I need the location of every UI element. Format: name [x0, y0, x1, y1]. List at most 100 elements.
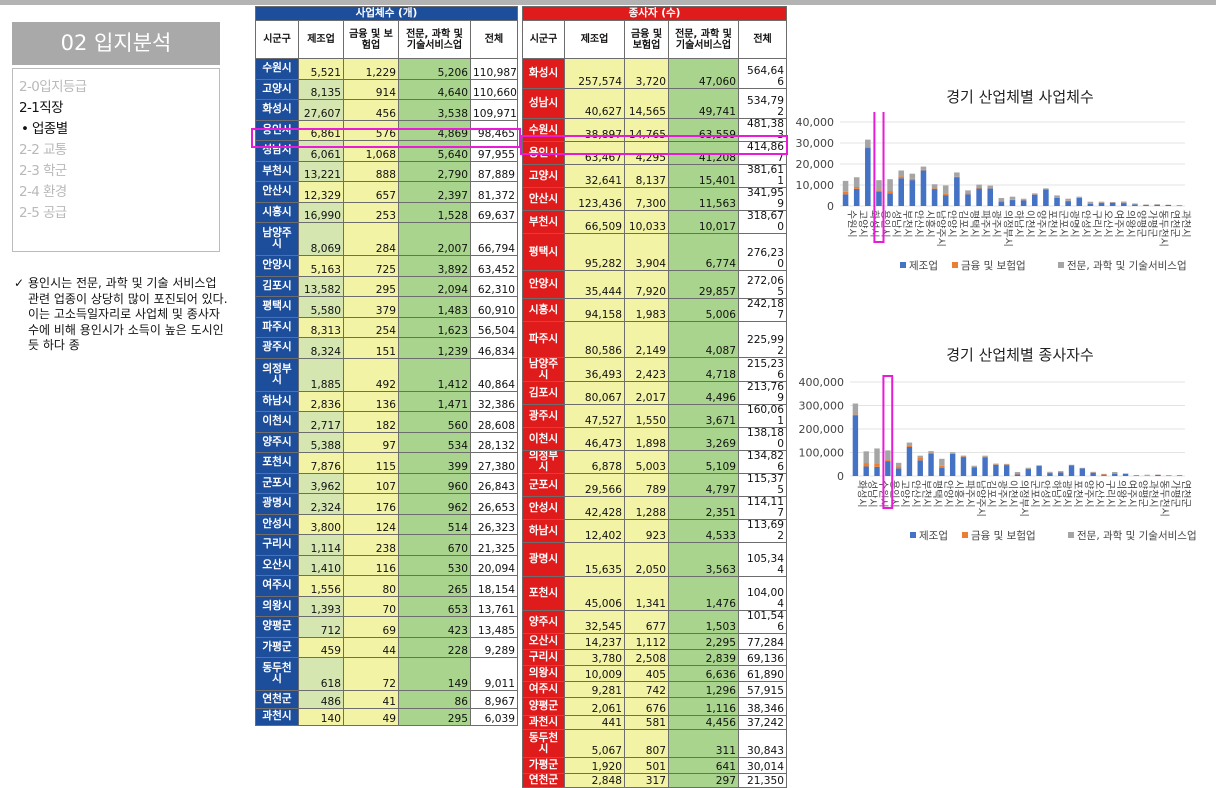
value-cell: 12,402: [565, 520, 625, 543]
bar-0: [876, 192, 882, 206]
bar-1: [928, 453, 933, 454]
bar-0: [1080, 468, 1085, 476]
menu-item-supply[interactable]: 2-5 공급: [19, 203, 219, 224]
bar-0: [950, 454, 955, 476]
bar-2: [1099, 202, 1105, 203]
table1-header: 시군구: [256, 21, 299, 59]
value-cell: 5,388: [299, 432, 344, 453]
bar-0: [1004, 465, 1009, 476]
x-tick-label: 부천시: [920, 480, 932, 508]
region-cell: 군포시: [523, 474, 565, 497]
bar-0: [1015, 474, 1020, 476]
value-cell: 40,627: [565, 89, 625, 119]
bar-0: [1090, 473, 1095, 476]
region-cell: 의왕시: [523, 666, 565, 682]
bar-0: [1166, 205, 1172, 206]
bar-2: [1088, 202, 1094, 203]
legend-label: 금융 및 보험업: [971, 529, 1036, 542]
region-cell: 고양시: [523, 165, 565, 188]
bar-0: [1154, 205, 1160, 206]
value-cell: 14,765: [625, 119, 669, 142]
value-cell: 11,563: [669, 188, 739, 211]
bar-1: [972, 467, 977, 468]
value-cell: 2,717: [299, 412, 344, 433]
bar-2: [1054, 195, 1060, 197]
value-cell: 3,671: [669, 405, 739, 428]
bar-2: [854, 177, 860, 187]
bar-1: [887, 191, 893, 193]
x-tick-label: 용인시: [879, 210, 891, 238]
bar-1: [910, 179, 916, 180]
bar-0: [993, 465, 998, 476]
table2-header: 금융 및 보험업: [625, 21, 669, 59]
bar-0: [1177, 475, 1182, 476]
legend-swatch: [1068, 532, 1074, 538]
value-cell: 47,060: [669, 59, 739, 89]
value-cell: 10,009: [565, 666, 625, 682]
value-cell: 80,586: [565, 322, 625, 358]
region-cell: 김포시: [256, 276, 299, 297]
value-cell: 5,580: [299, 297, 344, 318]
x-tick-label: 김포시: [985, 480, 997, 508]
value-cell: 26,323: [471, 514, 518, 535]
bar-2: [954, 172, 960, 176]
menu-item-industry[interactable]: • 업종별: [19, 119, 219, 140]
region-cell: 수원시: [256, 59, 299, 80]
bar-0: [943, 195, 949, 206]
menu-item-grade[interactable]: 2-0입지등급: [19, 77, 219, 98]
bar-1: [999, 201, 1005, 202]
value-cell: 4,640: [399, 79, 471, 100]
bar-1: [1101, 475, 1106, 476]
value-cell: 107: [344, 473, 399, 494]
menu-item-traffic[interactable]: 2-2 교통: [19, 140, 219, 161]
menu-item-environment[interactable]: 2-4 환경: [19, 182, 219, 203]
bar-1: [854, 187, 860, 189]
region-cell: 양평군: [523, 698, 565, 716]
bar-0: [928, 454, 933, 476]
menu-item-school[interactable]: 2-3 학군: [19, 161, 219, 182]
value-cell: 253: [344, 202, 399, 223]
value-cell: 1,112: [625, 634, 669, 650]
legend-label: 제조업: [909, 259, 938, 272]
table2-header: 전체: [739, 21, 787, 59]
value-cell: 77,284: [739, 634, 787, 650]
bar-2: [876, 180, 882, 190]
bar-2: [918, 456, 923, 458]
region-cell: 안산시: [256, 182, 299, 203]
value-cell: 618: [299, 658, 344, 691]
value-cell: 5,206: [399, 59, 471, 80]
menu-item-job[interactable]: 2-1직장: [19, 98, 219, 119]
region-cell: 부천시: [523, 211, 565, 234]
x-tick-label: 고양시: [857, 210, 869, 238]
value-cell: 80,067: [565, 382, 625, 405]
bar-1: [965, 193, 971, 194]
legend-label: 제조업: [919, 529, 948, 542]
y-tick-label: 200,000: [799, 423, 845, 436]
region-cell: 파주시: [523, 322, 565, 358]
value-cell: 1,288: [625, 497, 669, 520]
value-cell: 56,504: [471, 317, 518, 338]
x-tick-label: 용인시: [888, 480, 900, 508]
value-cell: 18,154: [471, 576, 518, 597]
bar-0: [918, 460, 923, 476]
bar-2: [1043, 188, 1049, 189]
value-cell: 32,386: [471, 391, 518, 412]
bar-0: [896, 468, 901, 476]
region-cell: 광주시: [256, 338, 299, 359]
x-tick-label: 광명시: [1061, 480, 1073, 508]
value-cell: 44: [344, 637, 399, 658]
